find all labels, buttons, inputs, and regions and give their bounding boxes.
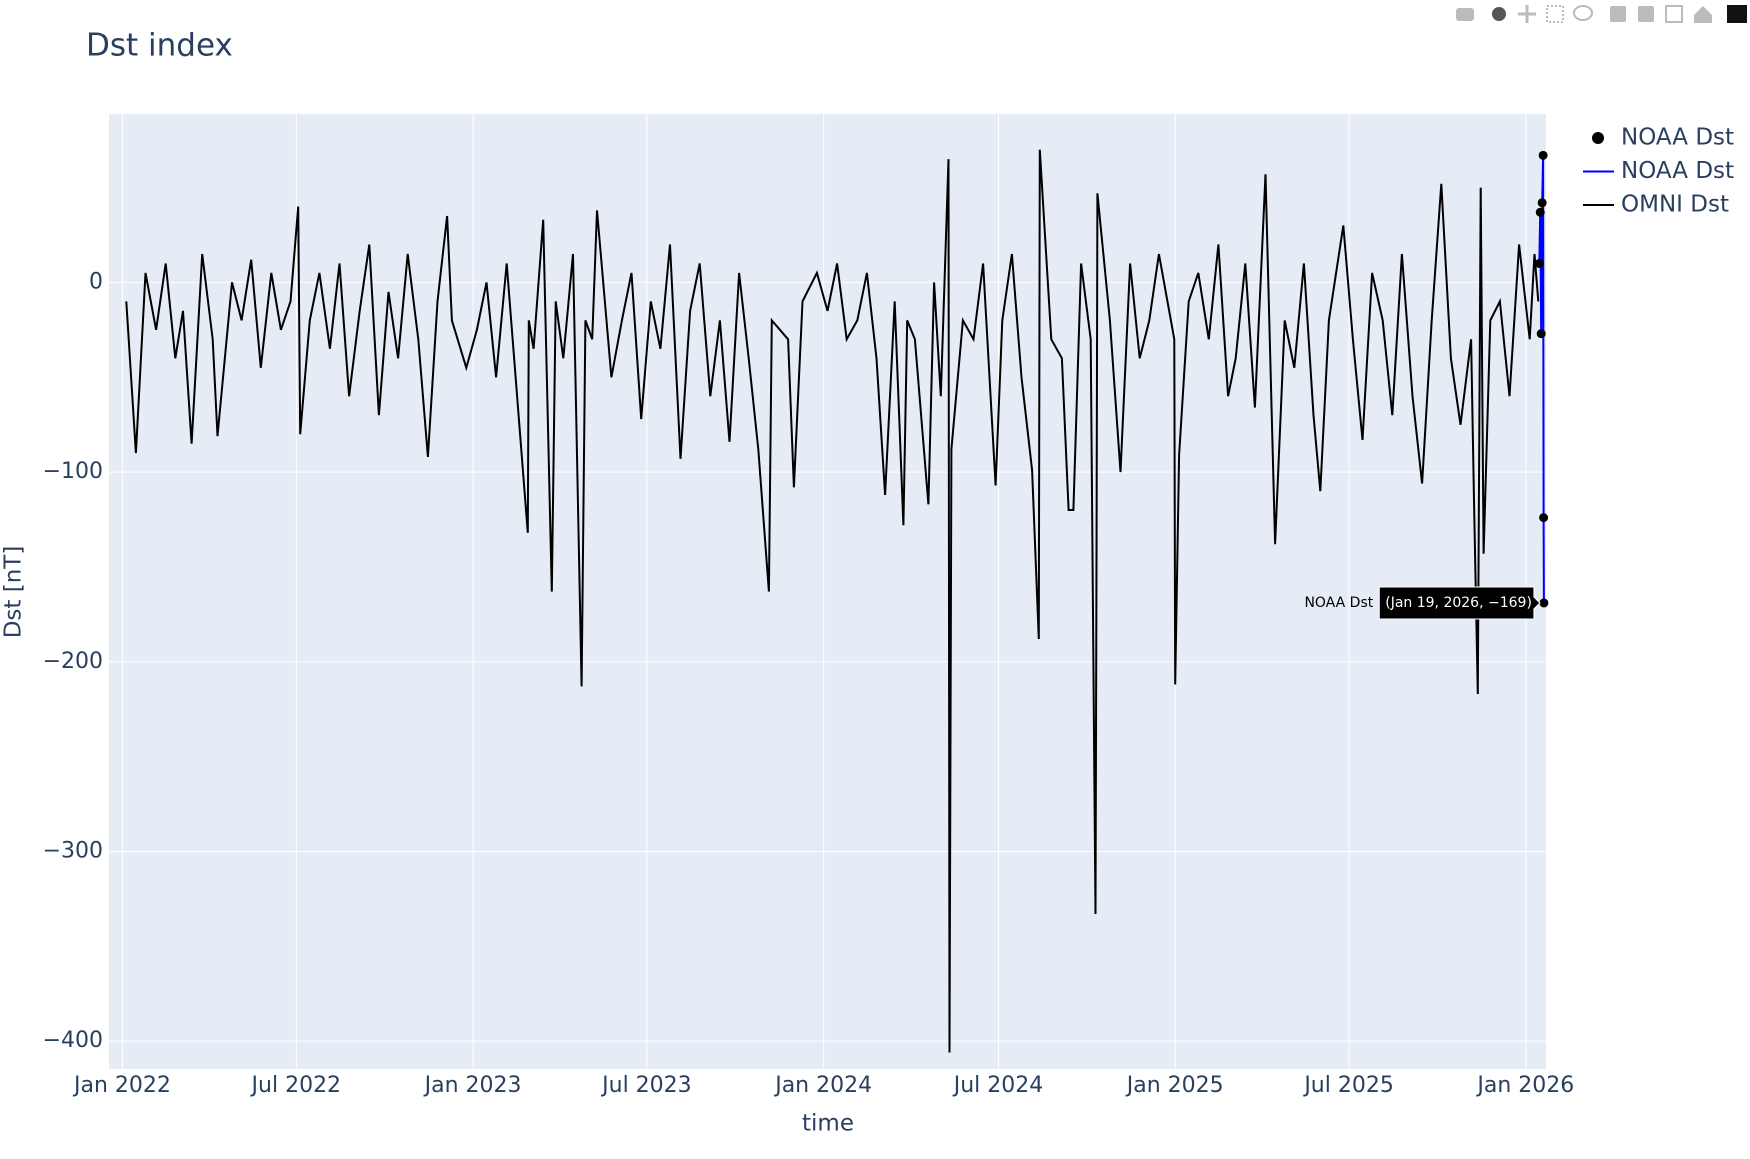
data-point bbox=[1539, 598, 1549, 608]
box-select-button[interactable] bbox=[1546, 5, 1564, 23]
y-tick-label: −300 bbox=[43, 838, 103, 863]
x-tick-label: Jul 2025 bbox=[1302, 1073, 1394, 1098]
data-point bbox=[1538, 150, 1548, 160]
reset-button[interactable] bbox=[1694, 6, 1712, 23]
pan-button[interactable] bbox=[1518, 5, 1536, 23]
data-point bbox=[1535, 207, 1545, 217]
hover-box bbox=[1378, 586, 1541, 620]
camera-button[interactable] bbox=[1456, 8, 1474, 21]
legend-label: NOAA Dst bbox=[1621, 125, 1734, 151]
plot-area bbox=[109, 114, 1546, 1069]
x-tick-label: Jan 2023 bbox=[423, 1073, 522, 1098]
data-point bbox=[1539, 513, 1549, 523]
chart-title: Dst index bbox=[86, 28, 233, 64]
x-tick-label: Jul 2022 bbox=[250, 1073, 342, 1098]
plotly-logo[interactable] bbox=[1727, 5, 1747, 23]
data-point bbox=[1536, 329, 1546, 339]
y-tick-label: 0 bbox=[89, 269, 103, 294]
zoom-out-button[interactable] bbox=[1638, 6, 1654, 22]
legend-label: OMNI Dst bbox=[1621, 192, 1729, 218]
hover-label: (Jan 19, 2026, −169) NOAA Dst bbox=[1304, 586, 1541, 620]
x-axis-title: time bbox=[802, 1111, 854, 1137]
y-tick-label: −400 bbox=[43, 1028, 103, 1053]
legend-symbol bbox=[1592, 132, 1604, 144]
hover-text: (Jan 19, 2026, −169) bbox=[1385, 595, 1532, 611]
y-axis-title: Dst [nT] bbox=[1, 546, 27, 639]
legend-label: NOAA Dst bbox=[1621, 158, 1734, 184]
lasso-button[interactable] bbox=[1573, 5, 1593, 21]
x-tick-label: Jan 2026 bbox=[1475, 1073, 1574, 1098]
zoom-button[interactable] bbox=[1492, 7, 1506, 21]
data-point bbox=[1537, 198, 1547, 208]
y-tick-label: −200 bbox=[43, 649, 103, 674]
x-tick-label: Jan 2024 bbox=[773, 1073, 872, 1098]
x-tick-label: Jul 2024 bbox=[952, 1073, 1044, 1098]
modebar[interactable] bbox=[1456, 5, 1747, 23]
data-line bbox=[125, 149, 1540, 1053]
x-tick-label: Jul 2023 bbox=[600, 1073, 692, 1098]
x-tick-label: Jan 2022 bbox=[72, 1073, 171, 1098]
zoom-in-button[interactable] bbox=[1610, 6, 1626, 22]
x-tick-label: Jan 2025 bbox=[1125, 1073, 1224, 1098]
data-point bbox=[1534, 258, 1544, 268]
hover-name: NOAA Dst bbox=[1304, 595, 1373, 611]
autoscale-button[interactable] bbox=[1665, 5, 1683, 23]
y-tick-label: −100 bbox=[43, 459, 103, 484]
